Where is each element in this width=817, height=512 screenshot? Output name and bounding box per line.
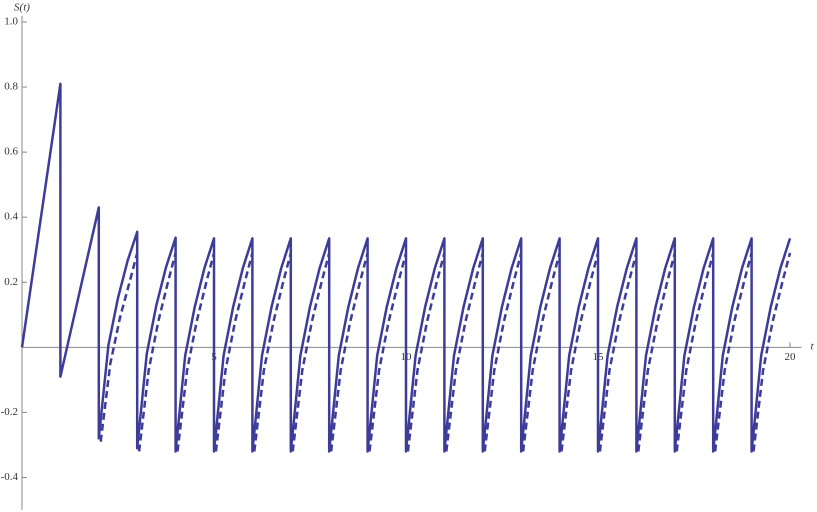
series-line bbox=[20, 82, 792, 453]
y-tick-label: 1.0 bbox=[4, 16, 18, 28]
x-tick-label: 20 bbox=[785, 351, 797, 363]
y-tick-label: 0.2 bbox=[4, 276, 18, 288]
y-tick-label: 0.6 bbox=[4, 146, 18, 158]
y-axis-label: S(t) bbox=[14, 2, 30, 14]
y-tick-label: 0.8 bbox=[4, 81, 18, 93]
series-line bbox=[99, 252, 792, 452]
y-tick-label: 0.4 bbox=[4, 211, 18, 223]
y-tick-label: -0.2 bbox=[1, 406, 18, 418]
x-axis-label: t bbox=[810, 341, 814, 353]
y-tick-label: -0.4 bbox=[1, 471, 19, 483]
